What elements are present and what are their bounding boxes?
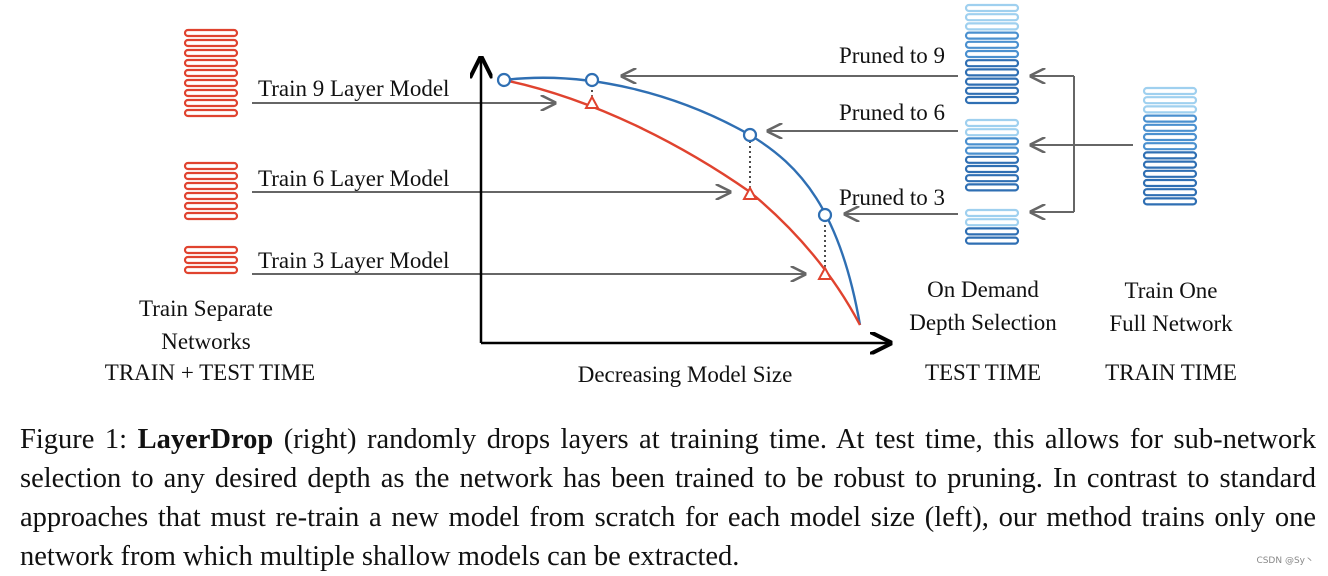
figure-diagram: Train 9 Layer Model Train 6 Layer Model … <box>105 3 1237 387</box>
red-triangle-3 <box>817 265 833 280</box>
layer-bar <box>964 164 1020 174</box>
layer-bar <box>183 68 239 78</box>
blue-point-3 <box>817 207 833 223</box>
layer-bar <box>964 137 1020 146</box>
layer-bar <box>183 161 239 171</box>
layer-bar <box>183 201 239 211</box>
layer-bar <box>183 265 239 275</box>
caption-prefix: Figure 1: <box>20 424 138 455</box>
label-train-3: Train 3 Layer Model <box>258 248 449 273</box>
blue-curve <box>503 76 862 326</box>
stack-6-layers <box>183 161 239 221</box>
layer-bar <box>183 78 239 88</box>
layer-bar <box>183 255 239 265</box>
layer-bar <box>183 171 239 181</box>
layer-bar <box>964 68 1020 77</box>
layer-bar <box>1142 86 1198 96</box>
pruned-stack-3 <box>964 208 1020 245</box>
layer-bar <box>964 208 1020 218</box>
middle-time-label: TEST TIME <box>925 360 1041 385</box>
layer-bar <box>964 3 1020 13</box>
layer-bar <box>964 183 1020 192</box>
right-title-line1: Train One <box>1124 278 1217 303</box>
left-time-label: TRAIN + TEST TIME <box>105 360 315 385</box>
layer-bar <box>964 22 1020 31</box>
layer-bar <box>964 174 1020 183</box>
layer-bar <box>964 95 1020 105</box>
caption-bold: LayerDrop <box>137 424 274 455</box>
layer-bar <box>964 128 1020 137</box>
figure-caption: Figure 1: LayerDrop (right) randomly dro… <box>20 420 1316 576</box>
label-pruned-6: Pruned to 6 <box>839 100 945 125</box>
layer-bar <box>1142 188 1198 197</box>
full-network-stack <box>1142 86 1198 206</box>
layer-bar <box>1142 178 1198 188</box>
layer-bar <box>1142 142 1198 151</box>
left-title-line1: Train Separate <box>139 296 273 321</box>
layer-bar <box>183 58 239 68</box>
layer-bar <box>964 118 1020 128</box>
layer-bar <box>183 88 239 98</box>
middle-title-line2: Depth Selection <box>909 310 1057 335</box>
bracket-arrows <box>1031 76 1133 212</box>
layer-bar <box>1142 151 1198 160</box>
layer-bar <box>964 13 1020 22</box>
label-train-6: Train 6 Layer Model <box>258 166 449 191</box>
layer-bar <box>964 155 1020 164</box>
layer-bar <box>183 48 239 58</box>
layer-bar <box>964 227 1020 236</box>
red-triangle-6 <box>742 185 758 200</box>
layer-bar <box>1142 169 1198 178</box>
layer-bar <box>964 77 1020 86</box>
middle-title-line1: On Demand <box>927 277 1039 302</box>
blue-point-9 <box>584 72 600 88</box>
stack-9-layers <box>183 28 239 118</box>
pruned-stack-9 <box>964 3 1020 105</box>
layer-bar <box>1142 96 1198 105</box>
blue-point-start <box>496 72 512 88</box>
layer-bar <box>183 28 239 38</box>
layer-bar <box>1142 197 1198 206</box>
layer-bar <box>964 146 1020 155</box>
watermark: CSDN @Sy丶 <box>1256 556 1314 566</box>
caption-text: (right) randomly drops layers at trainin… <box>20 424 1317 572</box>
stack-3-layers <box>183 245 239 275</box>
layer-bar <box>1142 160 1198 169</box>
label-pruned-9: Pruned to 9 <box>839 43 945 68</box>
layer-bar <box>183 245 239 255</box>
label-pruned-3: Pruned to 3 <box>839 185 945 210</box>
layer-bar <box>1142 132 1198 142</box>
label-train-9: Train 9 Layer Model <box>258 76 449 101</box>
right-time-label: TRAIN TIME <box>1105 360 1237 385</box>
layer-bar <box>964 218 1020 227</box>
layer-bar <box>964 49 1020 59</box>
layer-bar <box>964 59 1020 68</box>
layer-bar <box>1142 105 1198 114</box>
layer-bar <box>183 98 239 108</box>
right-title-line2: Full Network <box>1109 311 1233 336</box>
red-curve <box>503 78 862 326</box>
layer-bar <box>964 40 1020 49</box>
layer-bar <box>964 86 1020 95</box>
layer-bar <box>183 211 239 221</box>
pruned-stack-6 <box>964 118 1020 192</box>
left-title-line2: Networks <box>161 329 250 354</box>
x-axis-label: Decreasing Model Size <box>578 362 793 387</box>
red-triangle-9 <box>584 94 600 109</box>
layer-bar <box>183 181 239 191</box>
layer-bar <box>183 191 239 201</box>
layer-bar <box>1142 114 1198 123</box>
layer-bar <box>964 236 1020 245</box>
layer-bar <box>183 38 239 48</box>
layer-bar <box>1142 123 1198 132</box>
blue-point-6 <box>742 127 758 143</box>
layer-bar <box>183 108 239 118</box>
layer-bar <box>964 31 1020 40</box>
